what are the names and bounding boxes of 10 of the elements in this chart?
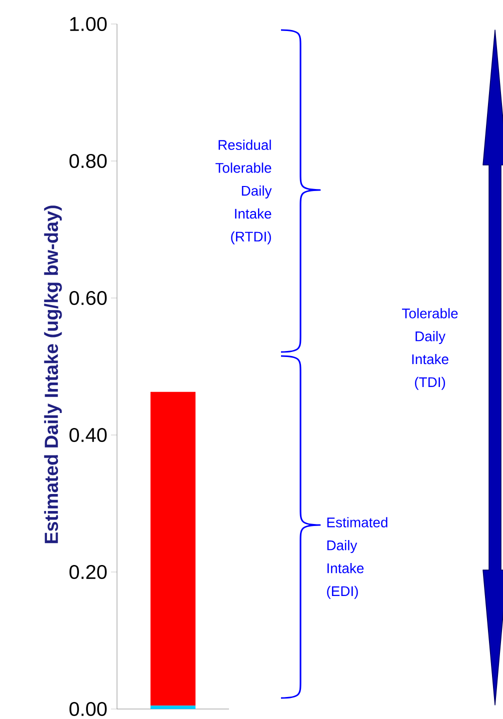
y-tick-label: 0.40	[69, 428, 107, 442]
y-axis-title: Estimated Daily Intake (ug/kg bw-day)	[44, 206, 62, 544]
y-tick-label: 0.80	[69, 154, 107, 168]
y-tick-label: 0.60	[69, 290, 107, 306]
y-tick-label: 0.20	[69, 564, 107, 580]
y-tick-label: 0.00	[69, 702, 107, 716]
y-tick-label: 1.00	[70, 16, 107, 32]
text: Estimated Daily Intake (EDI)	[327, 517, 388, 599]
annotation: Residual Tolerable Daily Intake (RTDI)	[216, 140, 272, 244]
text: Tolerable Daily Intake (TDI)	[402, 308, 458, 390]
